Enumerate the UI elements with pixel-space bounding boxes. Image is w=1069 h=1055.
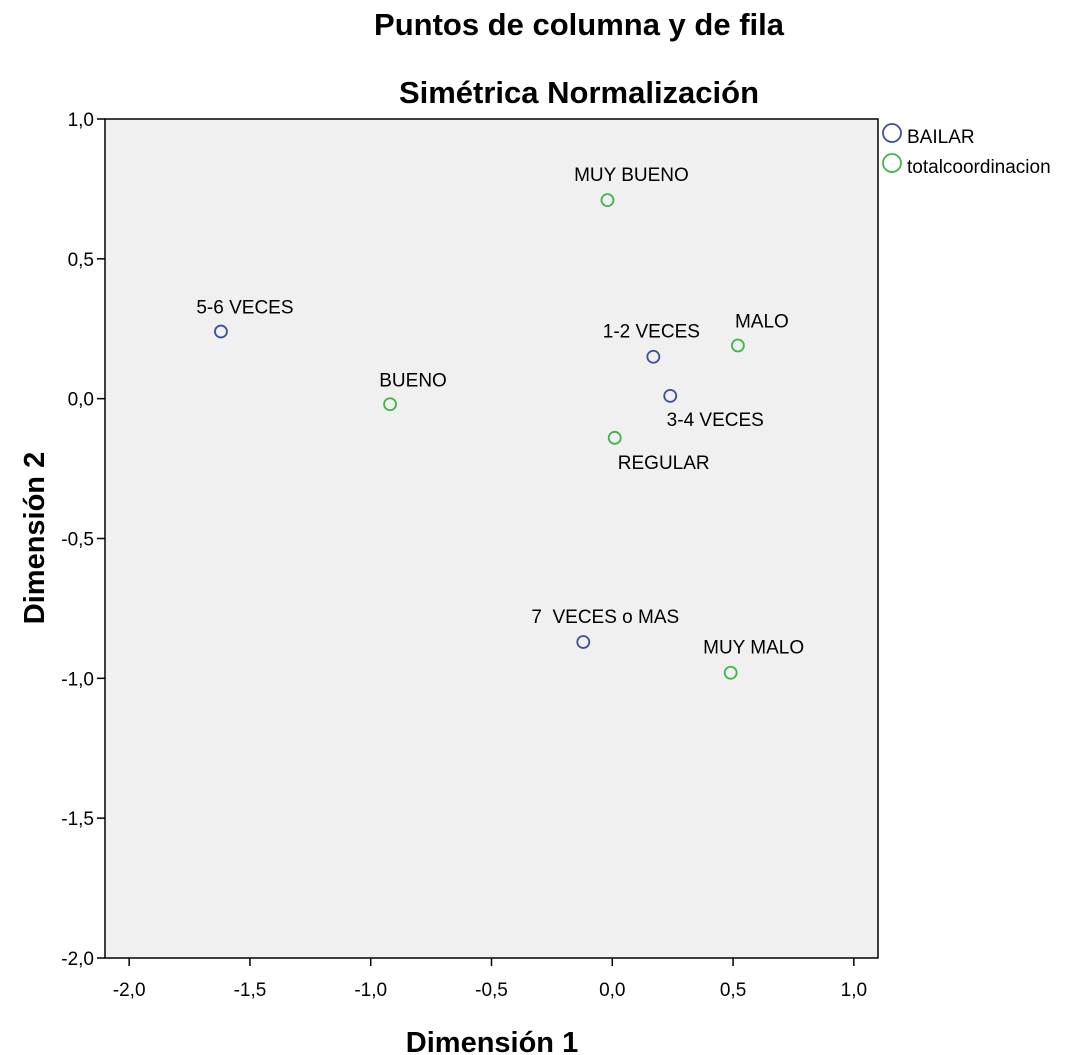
point-label: BUENO: [379, 370, 447, 391]
x-axis-title: Dimensión 1: [406, 1027, 578, 1055]
x-tick-label: -1,0: [354, 980, 387, 1001]
x-tick-label: -0,5: [475, 980, 508, 1001]
x-axis: -2,0 -1,5 -1,0 -0,5 0,0 0,5 1,0: [113, 958, 867, 1001]
x-tick-label: 0,5: [720, 980, 746, 1001]
chart-title: Puntos de columna y de fila: [374, 7, 785, 42]
x-tick-label: -1,5: [234, 980, 267, 1001]
y-tick-label: 1,0: [68, 110, 94, 131]
plot-area: [104, 118, 879, 959]
point-malo: [730, 338, 745, 353]
point-3-4-veces: [663, 388, 678, 403]
x-tick-label: 1,0: [841, 980, 867, 1001]
point-muy-bueno: [600, 193, 615, 208]
point-5-6-veces: [214, 324, 228, 339]
y-axis-title: Dimensión 2: [19, 452, 51, 624]
y-tick-label: -1,0: [61, 669, 94, 690]
point-label: MALO: [735, 312, 789, 333]
legend-label-totalcoordinacion: totalcoordinacion: [907, 157, 1051, 178]
y-tick-label: -2,0: [61, 949, 94, 970]
y-tick-label: -0,5: [61, 530, 94, 551]
point-7-veces-o-mas: [576, 635, 591, 649]
x-tick-label: 0,0: [599, 980, 625, 1001]
point-labels: 5-6 VECES 1-2 VECES 3-4 VECES 7 VECES o MAS…: [196, 165, 804, 659]
point-label: 3-4 VECES: [667, 410, 764, 431]
legend: BAILAR totalcoordinacion: [882, 123, 1051, 178]
chart-subtitle: Simétrica Normalización: [399, 75, 759, 110]
point-label: 5-6 VECES: [196, 298, 293, 319]
legend-marker-totalcoordinacion: [882, 153, 902, 173]
y-tick-label: 0,5: [68, 250, 94, 271]
legend-marker-bailar: [882, 123, 902, 143]
x-tick-label: -2,0: [113, 980, 146, 1001]
point-label: 1-2 VECES: [603, 322, 700, 343]
data-points: [214, 193, 745, 680]
point-label: MUY BUENO: [574, 165, 689, 186]
y-tick-label: 0,0: [68, 390, 94, 411]
point-label: MUY MALO: [703, 638, 804, 659]
legend-label-bailar: BAILAR: [907, 127, 975, 148]
y-axis: 1,0 0,5 0,0 -0,5 -1,0 -1,5 -2,0: [61, 110, 105, 970]
point-1-2-veces: [646, 349, 661, 364]
point-regular: [607, 430, 622, 445]
point-label: 7 VECES o MAS: [531, 607, 679, 628]
point-bueno: [383, 397, 397, 412]
point-muy-malo: [723, 665, 738, 680]
point-label: REGULAR: [618, 453, 710, 474]
y-tick-label: -1,5: [61, 809, 94, 830]
